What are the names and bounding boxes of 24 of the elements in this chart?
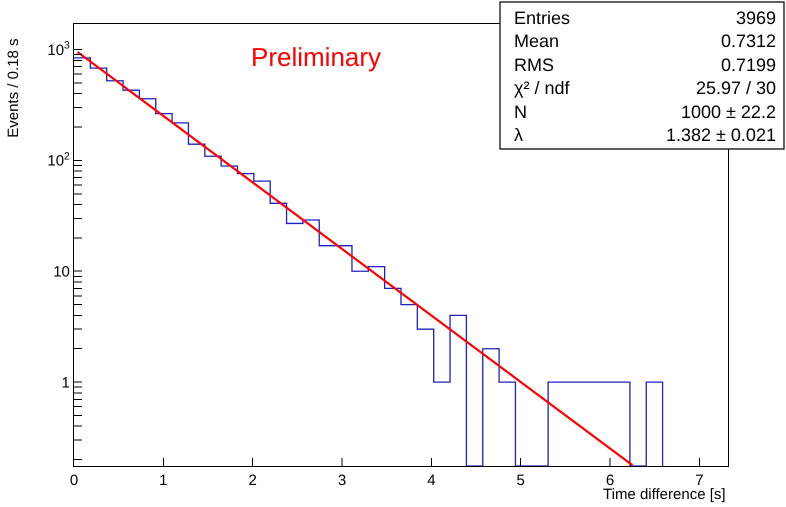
x-tick-label: 5 bbox=[516, 472, 525, 490]
y-tick-label: 1 bbox=[62, 374, 70, 392]
y-tick-label: 10$^{3}$ bbox=[47, 40, 70, 59]
annotation: 0.7199 bbox=[721, 55, 776, 75]
x-tick-label: 0 bbox=[70, 472, 78, 490]
annotation: Preliminary bbox=[251, 42, 382, 72]
text: 3969 bbox=[736, 8, 776, 28]
annotation: Mean bbox=[514, 31, 560, 51]
x-tick-label: 4 bbox=[427, 472, 436, 490]
annotation: λ bbox=[514, 125, 523, 145]
annotation: 1000 ± 22.2 bbox=[681, 102, 776, 122]
x-tick-label: 2 bbox=[248, 472, 257, 490]
annotation: N bbox=[514, 102, 527, 122]
y-axis-title: Events / 0.18 s bbox=[5, 38, 22, 138]
y-tick-label: 10$^{2}$ bbox=[47, 150, 70, 170]
annotation: Entries bbox=[514, 8, 570, 28]
annotation: RMS bbox=[514, 55, 554, 75]
y-tick-label: 10 bbox=[53, 263, 70, 280]
annotation: 0.7312 bbox=[721, 31, 776, 51]
annotation: 1.382 ± 0.021 bbox=[666, 125, 776, 145]
annotation: χ² / ndf bbox=[514, 78, 570, 98]
annotation: 25.97 / 30 bbox=[696, 78, 776, 98]
x-tick-label: 3 bbox=[338, 472, 346, 490]
x-tick-label: 1 bbox=[159, 472, 168, 490]
